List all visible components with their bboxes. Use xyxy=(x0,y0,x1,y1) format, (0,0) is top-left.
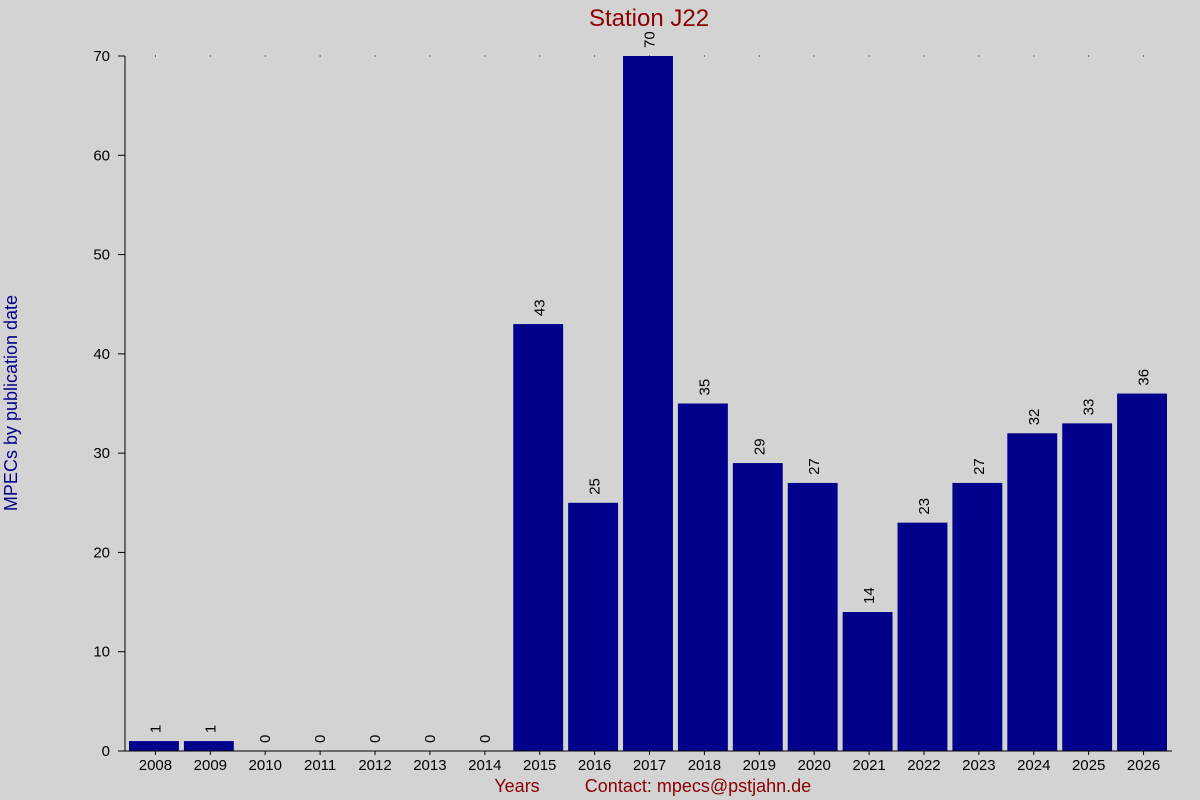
bar-2016 xyxy=(568,502,619,751)
bar-2009 xyxy=(183,741,234,751)
x-tick-label-2014: 2014 xyxy=(468,757,501,774)
x-tick-label-2008: 2008 xyxy=(139,757,172,774)
top-dot xyxy=(813,55,815,57)
y-tick-label: 20 xyxy=(93,544,110,561)
bar-2022 xyxy=(897,522,948,751)
data-label-2008: 1 xyxy=(147,725,164,733)
top-dot xyxy=(319,55,321,57)
top-dot xyxy=(594,55,596,57)
x-tick-label-2016: 2016 xyxy=(578,757,611,774)
x-tick-label-2010: 2010 xyxy=(249,757,282,774)
top-dot xyxy=(209,55,211,57)
top-dot xyxy=(868,55,870,57)
top-dot xyxy=(374,55,376,57)
top-dot xyxy=(978,55,980,57)
bars xyxy=(129,56,1167,751)
bar-2019 xyxy=(732,463,783,751)
data-label-2026: 36 xyxy=(1136,369,1153,386)
chart-title: Station J22 xyxy=(589,5,709,32)
data-label-2017: 70 xyxy=(642,31,659,48)
contact-text: Contact: mpecs@pstjahn.de xyxy=(585,776,811,796)
bar-2020 xyxy=(787,482,838,751)
x-tick-label-2024: 2024 xyxy=(1017,757,1050,774)
x-tick-label-2025: 2025 xyxy=(1072,757,1105,774)
data-label-2019: 29 xyxy=(751,438,768,455)
top-dot xyxy=(1143,55,1145,57)
top-dot xyxy=(1033,55,1035,57)
data-label-2018: 35 xyxy=(696,379,713,396)
x-tick-label-2020: 2020 xyxy=(797,757,830,774)
data-labels: 1 1 0 0 0 0 0 43 25 70 35 29 27 14 23 27 32 33 36 xyxy=(147,31,1152,743)
x-tick-label-2017: 2017 xyxy=(633,757,666,774)
data-label-2010: 0 xyxy=(257,735,274,743)
x-tick-label-2019: 2019 xyxy=(743,757,776,774)
x-axis: 2008 2009 2010 2011 2012 2013 2014 2015 2016 2017… xyxy=(139,751,1160,774)
bar-2015 xyxy=(513,324,564,751)
top-dot xyxy=(923,55,925,57)
x-tick-label-2015: 2015 xyxy=(523,757,556,774)
y-tick-label: 0 xyxy=(102,743,110,760)
x-axis-label: Years xyxy=(494,776,539,796)
top-dot xyxy=(758,55,760,57)
bar-2021 xyxy=(842,612,893,751)
x-tick-label-2023: 2023 xyxy=(962,757,995,774)
data-label-2013: 0 xyxy=(422,735,439,743)
x-tick-label-2012: 2012 xyxy=(358,757,391,774)
bar-2017 xyxy=(623,56,673,751)
y-tick-label: 40 xyxy=(93,346,110,363)
y-tick-label: 50 xyxy=(93,247,110,264)
bar-2023 xyxy=(952,482,1003,751)
data-label-2015: 43 xyxy=(532,299,549,316)
data-label-2012: 0 xyxy=(367,735,384,743)
bar-2018 xyxy=(677,403,728,751)
x-tick-label-2026: 2026 xyxy=(1127,757,1160,774)
bar-2008 xyxy=(129,741,179,751)
bar-2026 xyxy=(1117,393,1167,751)
data-label-2009: 1 xyxy=(202,725,219,733)
x-tick-label-2018: 2018 xyxy=(688,757,721,774)
data-label-2016: 25 xyxy=(587,478,604,495)
top-dot xyxy=(484,55,486,57)
y-tick-label: 10 xyxy=(93,644,110,661)
top-dot xyxy=(264,55,266,57)
y-tick-label: 70 xyxy=(93,48,110,65)
y-axis-label: MPECs by publication date xyxy=(1,295,21,511)
data-label-2011: 0 xyxy=(312,735,329,743)
x-tick-label-2009: 2009 xyxy=(194,757,227,774)
bar-2024 xyxy=(1007,433,1058,751)
data-label-2020: 27 xyxy=(806,458,823,475)
x-tick-label-2013: 2013 xyxy=(413,757,446,774)
y-axis: 0 10 20 30 40 50 60 70 xyxy=(93,48,125,760)
data-label-2022: 23 xyxy=(916,498,933,515)
top-dot xyxy=(539,55,541,57)
data-label-2014: 0 xyxy=(477,735,494,743)
data-label-2024: 32 xyxy=(1026,409,1043,426)
y-tick-label: 60 xyxy=(93,147,110,164)
data-label-2023: 27 xyxy=(971,458,988,475)
x-tick-label-2011: 2011 xyxy=(304,757,336,774)
x-tick-label-2022: 2022 xyxy=(907,757,940,774)
y-tick-label: 30 xyxy=(93,445,110,462)
bar-2025 xyxy=(1062,423,1113,751)
top-dot xyxy=(703,55,705,57)
top-dot xyxy=(1088,55,1090,57)
data-label-2025: 33 xyxy=(1081,399,1098,416)
top-dot xyxy=(429,55,431,57)
data-label-2021: 14 xyxy=(861,587,878,604)
top-dot xyxy=(154,55,156,57)
x-tick-label-2021: 2021 xyxy=(852,757,885,774)
